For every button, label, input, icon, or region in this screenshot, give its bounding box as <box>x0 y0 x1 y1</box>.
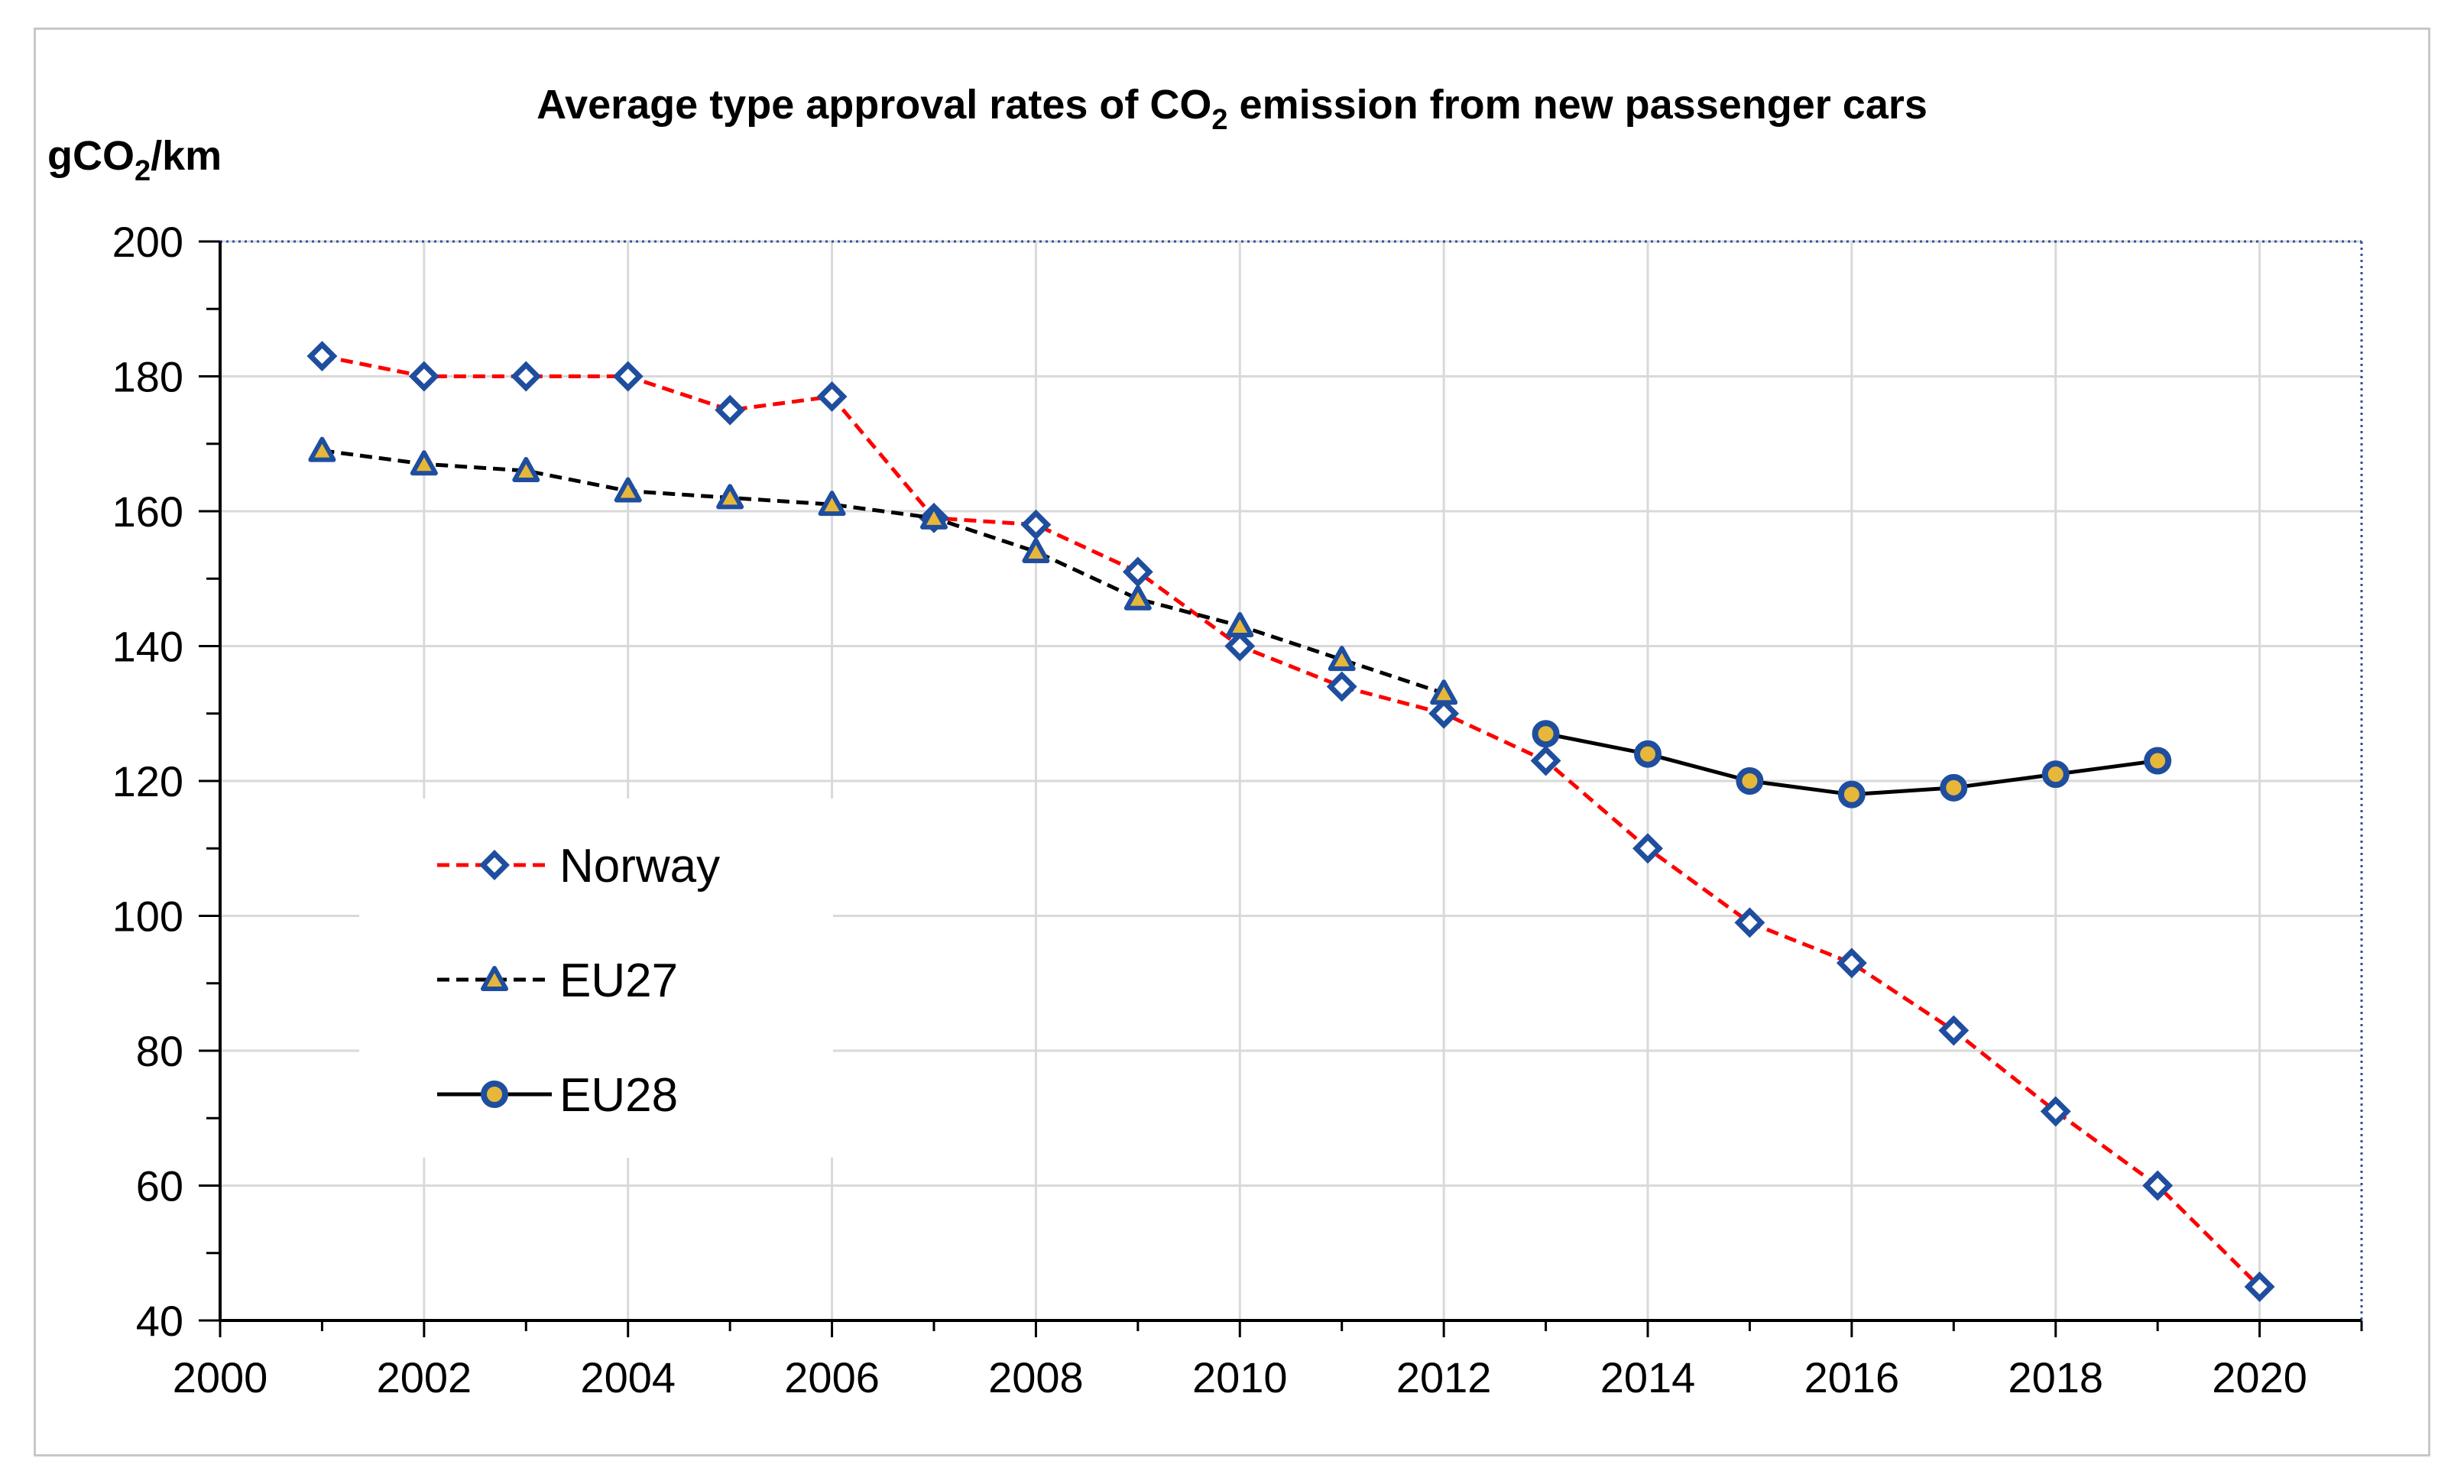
point-norway-2009 <box>1122 556 1153 588</box>
point-norway-2001 <box>306 341 338 371</box>
x-tick-label-2020: 2020 <box>2212 1353 2307 1401</box>
gridlines <box>220 240 2363 1320</box>
chart-title: Average type approval rates of CO2 emiss… <box>537 82 1927 136</box>
point-eu28-2019 <box>2144 747 2172 775</box>
legend-label-eu27: EU27 <box>559 954 678 1007</box>
y-axis-label-post: /km <box>151 133 222 179</box>
series-layer <box>306 341 2275 1302</box>
x-tick-label-2008: 2008 <box>988 1353 1084 1401</box>
point-eu28-2014 <box>1634 740 1662 768</box>
point-norway-2018 <box>2040 1096 2071 1127</box>
series-line-eu27 <box>322 449 1444 695</box>
x-tick-label-2002: 2002 <box>377 1353 472 1401</box>
point-norway-2011 <box>1326 671 1357 702</box>
point-norway-2005 <box>715 394 746 426</box>
point-norway-2015 <box>1734 907 1765 938</box>
point-norway-2016 <box>1836 948 1867 979</box>
series-eu27 <box>308 436 1458 705</box>
x-tick-label-2018: 2018 <box>2008 1353 2103 1401</box>
point-norway-2003 <box>511 361 542 392</box>
legend-marker-norway <box>479 850 510 880</box>
point-norway-2017 <box>1938 1015 1970 1046</box>
point-eu28-2017 <box>1940 773 1968 802</box>
point-eu27-2009 <box>1123 585 1152 611</box>
series-line-norway <box>321 354 2261 1288</box>
point-eu27-2011 <box>1328 646 1356 672</box>
point-norway-2010 <box>1224 630 1256 662</box>
point-norway-2013 <box>1530 745 1561 776</box>
legend: Norway EU27 EU28 <box>359 799 833 1158</box>
y-tick-label-100: 100 <box>112 893 183 941</box>
point-eu27-2002 <box>410 450 438 476</box>
point-eu28-2016 <box>1837 780 1866 808</box>
y-tick-label-60: 60 <box>136 1162 183 1210</box>
point-eu28-2013 <box>1532 720 1560 748</box>
tick-labels: 40 60 80 100 120 140 160 180 200 2000 2002 2004 2006… <box>112 218 2307 1401</box>
y-tick-label-40: 40 <box>136 1297 183 1345</box>
point-norway-2012 <box>1428 698 1460 729</box>
point-eu27-2001 <box>308 436 336 462</box>
y-tick-label-140: 140 <box>112 623 183 671</box>
y-tick-label-120: 120 <box>112 757 183 805</box>
chart-title-post: emission from new passenger cars <box>1228 82 1927 128</box>
point-norway-2006 <box>816 381 848 412</box>
point-norway-2014 <box>1632 833 1663 864</box>
y-tick-label-200: 200 <box>112 218 183 266</box>
y-axis-label-sub: 2 <box>135 155 151 187</box>
point-norway-2020 <box>2244 1271 2275 1302</box>
point-eu27-2005 <box>716 484 744 510</box>
x-tick-label-2016: 2016 <box>1804 1353 1900 1401</box>
chart-title-sub: 2 <box>1211 104 1227 136</box>
legend-marker-eu28 <box>481 1081 508 1108</box>
point-eu28-2018 <box>2041 760 2070 789</box>
point-eu28-2015 <box>1736 767 1764 795</box>
x-tick-label-2010: 2010 <box>1192 1353 1288 1401</box>
y-tick-label-160: 160 <box>112 488 183 536</box>
x-tick-label-2004: 2004 <box>580 1353 676 1401</box>
series-eu28 <box>1532 720 2172 808</box>
legend-label-eu28: EU28 <box>559 1069 678 1122</box>
x-tick-label-2006: 2006 <box>784 1353 880 1401</box>
point-norway-2002 <box>408 361 439 392</box>
point-eu27-2007 <box>920 504 948 530</box>
x-tick-label-2014: 2014 <box>1600 1353 1696 1401</box>
point-norway-2019 <box>2142 1170 2174 1201</box>
y-axis-label: gCO2/km <box>47 133 222 187</box>
y-tick-label-180: 180 <box>112 353 183 401</box>
point-norway-2008 <box>1020 509 1052 540</box>
point-eu27-2003 <box>512 457 540 483</box>
chart-frame <box>34 28 2430 1456</box>
y-axis-label-pre: gCO <box>47 133 135 179</box>
point-eu27-2008 <box>1022 537 1050 563</box>
point-eu27-2012 <box>1430 679 1458 705</box>
legend-marker-eu27 <box>481 966 508 991</box>
chart-title-pre: Average type approval rates of CO <box>537 82 1211 128</box>
point-eu27-2006 <box>818 491 846 517</box>
point-norway-2004 <box>612 361 644 392</box>
x-tick-label-2012: 2012 <box>1396 1353 1492 1401</box>
legend-label-norway: Norway <box>559 840 720 893</box>
axes <box>199 240 2363 1337</box>
point-eu27-2004 <box>614 477 642 503</box>
x-tick-label-2000: 2000 <box>173 1353 268 1401</box>
y-tick-label-80: 80 <box>136 1027 183 1075</box>
point-eu27-2010 <box>1226 612 1254 638</box>
